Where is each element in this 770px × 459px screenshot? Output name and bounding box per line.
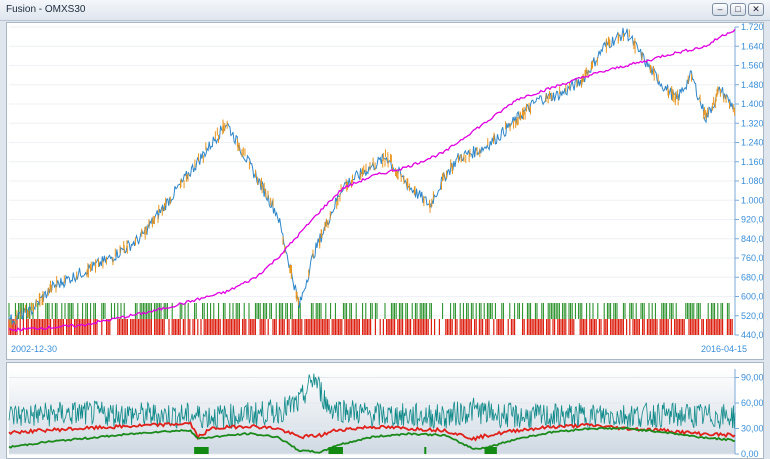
y-tick-label: 1.320,00 [741,118,763,128]
y-tick-label: 1.000,00 [741,195,763,205]
y-tick-label: 920,00 [741,215,763,225]
y-tick-label: 1.160,00 [741,157,763,167]
close-button[interactable]: ✕ [748,3,764,16]
y-tick-label: 600,00 [741,292,763,302]
y-tick-label: 1.560,00 [741,61,763,71]
y-tick-label: 60,00 [741,398,763,408]
signal-block [328,447,343,454]
window-title: Fusion - OMXS30 [6,4,86,15]
y-tick-label: 840,00 [741,234,763,244]
maximize-button[interactable]: □ [730,3,746,16]
y-tick-label: 90,00 [741,373,763,383]
y-tick-label: 1.640,00 [741,41,763,51]
price-chart: 1.720,00 1.640,00 1.560,00 1.480,00 1.400,00… [8,23,763,354]
signal-block [194,447,209,454]
y-tick-label: 1.480,00 [741,80,763,90]
benchmark-series-line [8,28,736,333]
price-chart-panel[interactable]: 1.720,00 1.640,00 1.560,00 1.480,00 1.400,00… [6,22,764,360]
title-bar: Fusion - OMXS30 – □ ✕ [0,0,770,21]
x-label-start: 2002-12-30 [11,344,57,354]
price-series-line [8,27,736,326]
y-tick-label: 1.240,00 [741,138,763,148]
oscillator-chart: 90,00 60,00 30,00 0,00 [8,369,763,458]
y-tick-label: 440,00 [741,330,763,340]
y-tick-label: 680,00 [741,272,763,282]
oscillator-green-line [8,426,735,454]
signal-block [424,447,427,454]
y-tick-label: 1.400,00 [741,99,763,109]
oscillator-background [9,369,735,454]
oscillator-panel[interactable]: 90,00 60,00 30,00 0,00 [6,362,764,459]
x-label-end: 2016-04-15 [701,344,747,354]
y-tick-label: 520,00 [741,311,763,321]
y-tick-label: 1.720,00 [741,23,763,32]
signal-block [484,447,497,454]
y-tick-label: 760,00 [741,253,763,263]
minimize-button[interactable]: – [712,3,728,16]
y-tick-label: 0,00 [741,449,759,458]
y-tick-label: 30,00 [741,424,763,434]
y-tick-label: 1.080,00 [741,176,763,186]
